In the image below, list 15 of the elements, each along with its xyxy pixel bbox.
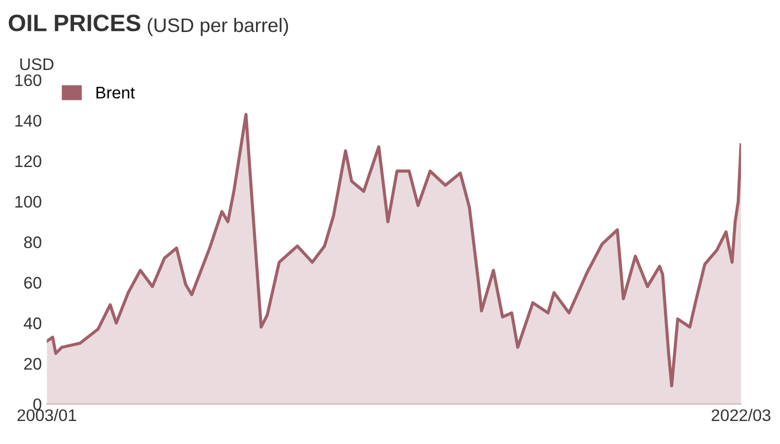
y-tick-label: 80 <box>24 236 42 248</box>
y-tick-label: 160 <box>15 74 42 86</box>
x-tick-label: 2022/03 <box>712 408 770 422</box>
y-tick-label: 0 <box>33 398 42 410</box>
y-tick-label: 60 <box>24 276 42 289</box>
y-tick-label: 100 <box>15 196 42 208</box>
y-axis-title: USD <box>20 58 54 70</box>
chart-title: OIL PRICES <box>8 14 140 32</box>
y-tick-label: 20 <box>24 358 42 370</box>
chart-subtitle: (USD per barrel) <box>148 18 288 36</box>
y-tick-label: 140 <box>15 114 42 127</box>
legend-label: Brent <box>96 86 135 99</box>
y-tick-label: 40 <box>24 317 42 330</box>
x-tick-label: 2003/01 <box>18 408 76 422</box>
y-tick-label: 120 <box>15 155 42 168</box>
